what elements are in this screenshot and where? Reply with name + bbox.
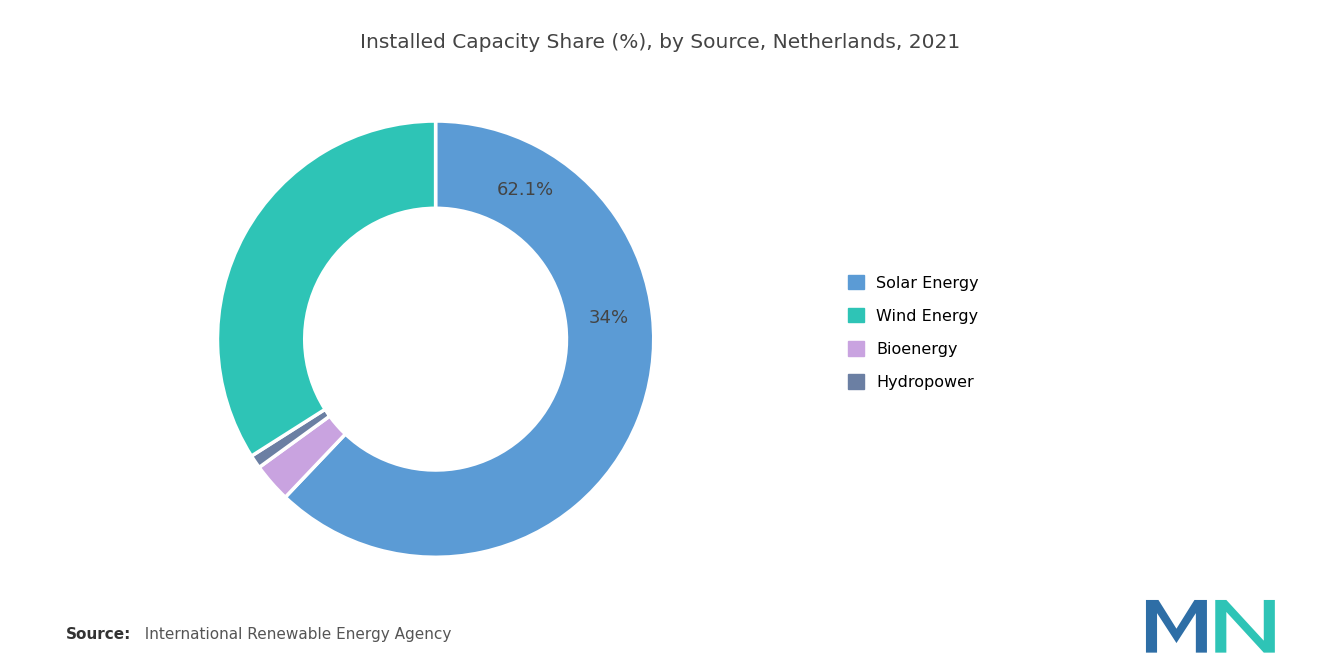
Wedge shape <box>251 409 330 467</box>
Text: 34%: 34% <box>589 309 628 327</box>
Wedge shape <box>218 121 436 456</box>
Legend: Solar Energy, Wind Energy, Bioenergy, Hydropower: Solar Energy, Wind Energy, Bioenergy, Hy… <box>840 267 987 398</box>
Text: International Renewable Energy Agency: International Renewable Energy Agency <box>135 626 451 642</box>
Polygon shape <box>1146 600 1206 652</box>
Wedge shape <box>285 121 653 557</box>
Text: 62.1%: 62.1% <box>498 181 554 199</box>
Wedge shape <box>259 416 346 497</box>
Polygon shape <box>1216 600 1275 652</box>
Text: Source:: Source: <box>66 626 132 642</box>
Text: Installed Capacity Share (%), by Source, Netherlands, 2021: Installed Capacity Share (%), by Source,… <box>360 33 960 53</box>
